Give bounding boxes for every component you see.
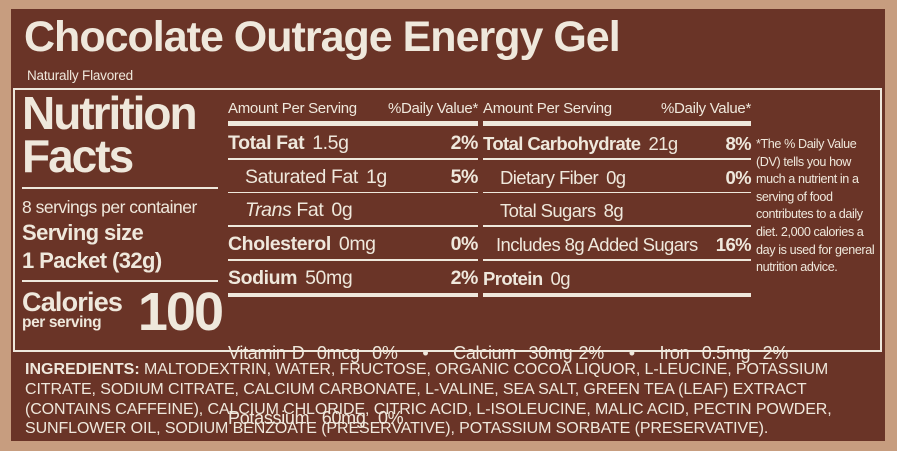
nutrient-name: Total Sugars (500, 200, 596, 221)
nutrient-name: Saturated Fat (245, 165, 358, 188)
row-divider (483, 258, 751, 261)
nutrient-daily-value: 16% (715, 233, 752, 255)
nutrient-row: Dietary Fiber 0g 0% (483, 160, 752, 192)
product-subtitle: Naturally Flavored (27, 68, 133, 83)
nutrient-row: Total Carbohydrate 21g 8% (483, 126, 752, 158)
divider (22, 187, 218, 189)
nutrient-row: Protein 0g (483, 261, 751, 293)
row-divider (228, 225, 478, 227)
nutrient-column-fats: Amount Per Serving %Daily Value* Total F… (228, 90, 478, 297)
nutrient-daily-value: 2% (450, 267, 479, 289)
nutrient-name: Total Fat (228, 132, 305, 154)
row-divider (228, 258, 478, 261)
facts-summary-column: Nutrition Facts 8 servings per container… (22, 90, 224, 342)
nutrient-daily-value: 0% (725, 166, 751, 188)
row-divider (483, 225, 751, 227)
nutrient-rows: Total Carbohydrate 21g 8% Dietary Fiber 0g 0%… (483, 126, 752, 293)
divider (22, 280, 218, 282)
nutrient-name: Includes 8g Added Sugars (496, 233, 698, 255)
nutrient-row: Total Fat 1.5g 2% (228, 126, 478, 158)
calories-row: Calories per serving 100 (22, 282, 224, 342)
nutrient-name: Dietary Fiber (500, 166, 599, 188)
nutrient-name: Cholesterol (228, 232, 331, 255)
nutrient-amount: 0g (331, 199, 353, 221)
nutrient-daily-value: 8% (725, 133, 751, 154)
nutrient-row: Trans Fat 0g (228, 193, 478, 225)
nutrient-amount: 8g (603, 200, 624, 221)
nutrient-amount: 50mg (305, 267, 353, 289)
thick-rule (228, 293, 478, 297)
row-divider (228, 191, 478, 193)
row-divider (483, 158, 751, 160)
nutrient-amount: 0g (606, 166, 626, 188)
nutrition-facts-box: Nutrition Facts 8 servings per container… (13, 88, 882, 428)
micronutrients-line1: Vitamin D 0mcg 0% • Calcium 30mg 2% • Ir… (228, 343, 789, 363)
daily-value-header: %Daily Value* (660, 100, 751, 117)
nutrient-amount: 0g (550, 268, 571, 289)
nutrient-name: Trans Fat (245, 199, 324, 221)
nutrient-row: Sodium 50mg 2% (228, 261, 478, 293)
nutrition-facts-title-line2: Facts (22, 130, 134, 182)
nutrient-row: Includes 8g Added Sugars 16% (483, 227, 752, 259)
daily-value-header: %Daily Value* (387, 100, 478, 117)
nutrient-daily-value: 5% (450, 165, 479, 188)
nutrient-amount: 0mg (338, 232, 376, 255)
nutrient-name: Total Carbohydrate (483, 133, 641, 154)
product-title: Chocolate Outrage Energy Gel (24, 13, 621, 61)
nutrient-row: Total Sugars 8g (483, 193, 751, 225)
thick-rule (228, 121, 478, 126)
thick-rule (483, 121, 751, 126)
calories-labels: Calories per serving (22, 287, 123, 335)
nutrient-daily-value: 2% (450, 132, 479, 154)
serving-size-label: Serving size (22, 220, 144, 245)
serving-size-value: 1 Packet (32g) (22, 248, 162, 273)
ingredients-label: INGREDIENTS: (25, 361, 140, 378)
nutrient-amount: 1.5g (312, 132, 349, 154)
row-divider (228, 158, 478, 160)
nutrient-rows: Total Fat 1.5g 2% Saturated Fat 1g 5% Trans Fa… (228, 126, 478, 293)
nutrition-facts-title-line1: Nutrition (22, 87, 198, 139)
thick-rule (483, 293, 751, 297)
calories-sublabel: per serving (22, 314, 102, 331)
calories-label: Calories (22, 287, 123, 317)
nutrient-amount: 1g (365, 165, 387, 188)
daily-value-footnote: *The % Daily Value (DV) tells you how mu… (756, 137, 875, 275)
label-panel: Chocolate Outrage Energy Gel Naturally F… (11, 9, 885, 441)
nutrient-name: Sodium (228, 267, 298, 289)
micronutrients: Vitamin D 0mcg 0% • Calcium 30mg 2% • Ir… (228, 300, 789, 451)
column-header: Amount Per Serving %Daily Value* (483, 90, 751, 121)
micronutrients-line2: Potassium 60mg 0% (228, 407, 404, 428)
nutrient-column-carbs: Amount Per Serving %Daily Value* Total C… (483, 90, 752, 297)
servings-per-container: 8 servings per container (22, 197, 197, 217)
ingredients-text: MALTODEXTRIN, WATER, FRUCTOSE, ORGANIC C… (25, 361, 832, 438)
calories-value: 100 (137, 282, 224, 342)
amount-per-serving-header: Amount Per Serving (228, 100, 357, 117)
nutrition-facts-title: Nutrition Facts (22, 90, 224, 179)
nutrient-row: Cholesterol 0mg 0% (228, 227, 478, 259)
amount-per-serving-header: Amount Per Serving (483, 100, 612, 117)
nutrient-row: Saturated Fat 1g 5% (228, 160, 478, 192)
ingredients-statement: INGREDIENTS: MALTODEXTRIN, WATER, FRUCTO… (25, 360, 873, 439)
nutrient-daily-value: 0% (450, 232, 479, 255)
nutrient-amount: 21g (648, 133, 678, 154)
column-header: Amount Per Serving %Daily Value* (228, 90, 478, 121)
row-divider (483, 191, 751, 193)
nutrient-name: Protein (483, 268, 543, 289)
